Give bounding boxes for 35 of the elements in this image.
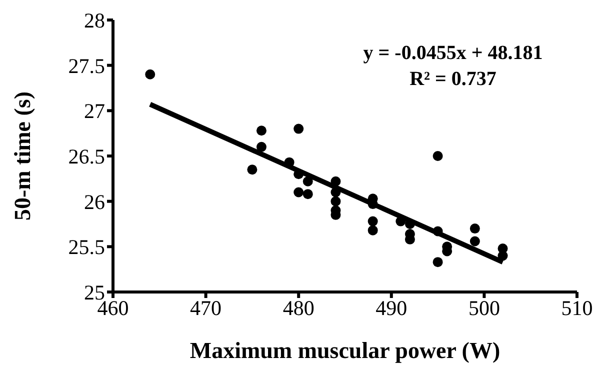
point xyxy=(330,176,341,186)
point xyxy=(302,176,313,186)
point xyxy=(432,151,443,161)
point xyxy=(498,250,508,261)
point xyxy=(247,164,258,175)
point xyxy=(294,187,304,198)
point xyxy=(256,126,266,136)
x-tick-label: 480 xyxy=(282,296,314,320)
point xyxy=(432,257,443,268)
point xyxy=(396,216,406,226)
point xyxy=(432,226,443,236)
point xyxy=(330,187,341,198)
point xyxy=(145,69,156,80)
y-tick-label: 27 xyxy=(84,99,105,124)
point xyxy=(470,224,480,234)
y-tick-label: 26.5 xyxy=(68,144,105,168)
x-tick-label: 470 xyxy=(190,296,222,320)
y-tick-label: 27.5 xyxy=(68,54,105,78)
point xyxy=(256,142,266,152)
x-tick-label: 500 xyxy=(468,296,500,320)
point xyxy=(368,216,378,226)
point xyxy=(294,124,304,134)
y-tick-label: 26 xyxy=(84,190,105,214)
point xyxy=(368,225,378,236)
x-axis-title: Maximum muscular power (W) xyxy=(190,338,500,363)
point xyxy=(470,236,480,246)
x-tick-label: 490 xyxy=(376,296,408,320)
annotation: R² = 0.737 xyxy=(408,67,498,92)
point xyxy=(330,196,341,206)
y-axis-title: 50-m time (s) xyxy=(10,91,36,221)
point xyxy=(302,189,313,200)
annotation: y = -0.0455x + 48.181 xyxy=(362,41,544,66)
y-tick-label: 28 xyxy=(84,8,105,32)
x-tick-label: 510 xyxy=(561,296,593,320)
y-tick-label: 25.5 xyxy=(68,235,105,260)
